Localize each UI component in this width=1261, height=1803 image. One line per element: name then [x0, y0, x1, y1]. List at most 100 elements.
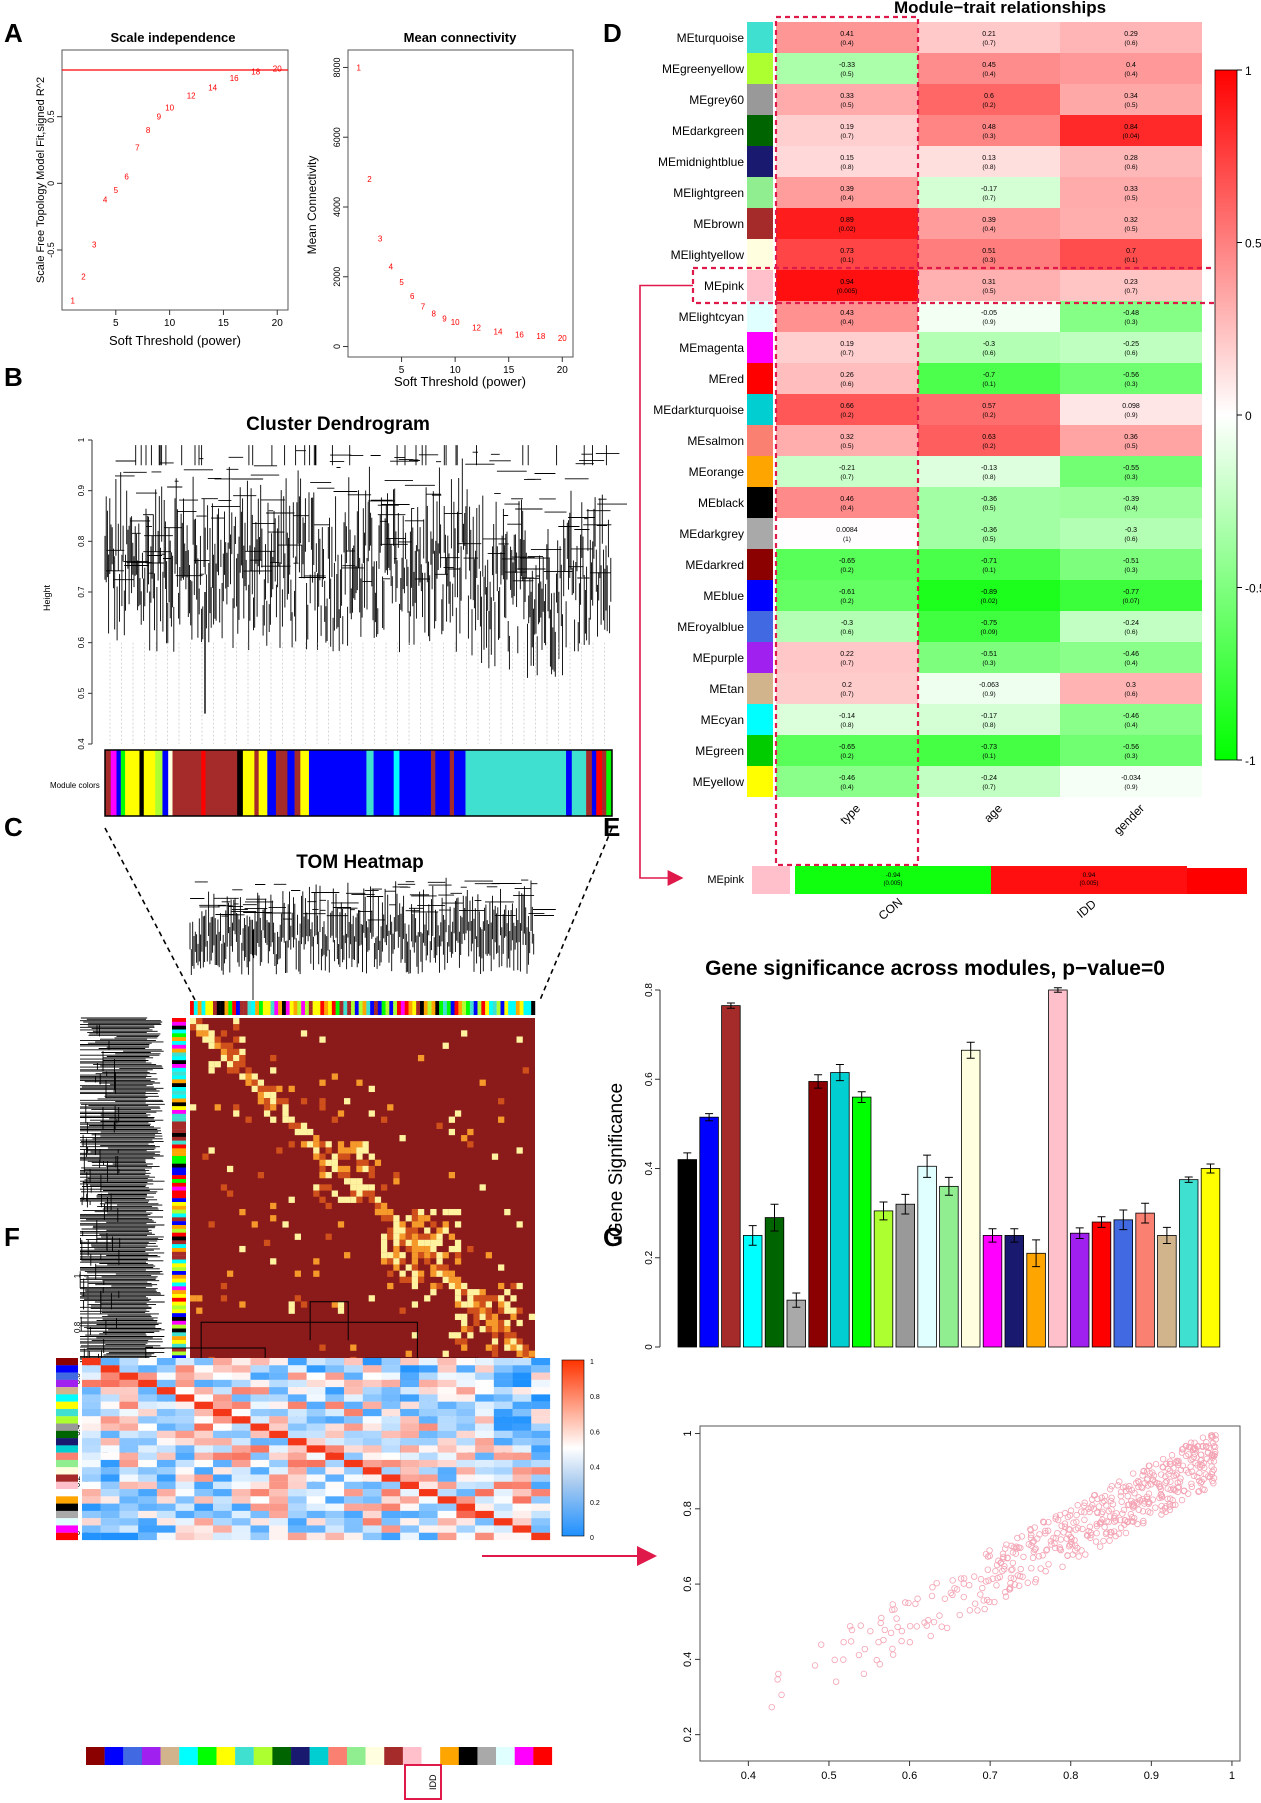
adjacency-cell — [325, 1394, 345, 1402]
adjacency-cell — [194, 1525, 214, 1533]
module-color-segment — [308, 750, 367, 816]
module-bar — [830, 1072, 850, 1348]
adjacency-cell — [325, 1503, 345, 1511]
correlation-value: 0.19 — [840, 341, 854, 348]
correlation-value: 0.28 — [1124, 155, 1138, 162]
gene-point — [1001, 1566, 1008, 1573]
adjacency-cell — [325, 1489, 345, 1497]
tom-cell — [319, 1079, 326, 1086]
adjacency-cell — [306, 1430, 326, 1439]
gene-point — [1147, 1509, 1154, 1516]
tom-cell — [226, 1061, 234, 1068]
tom-top-color — [255, 1001, 260, 1015]
correlation-cell — [918, 177, 1060, 208]
adjacency-cell — [269, 1525, 289, 1533]
adjacency-cell — [138, 1496, 157, 1504]
axes-frame — [699, 1425, 1241, 1762]
correlation-value: -0.063 — [979, 682, 999, 689]
p-value: (0.4) — [1124, 660, 1137, 667]
module-bar — [743, 1235, 763, 1348]
tom-cell — [442, 1221, 449, 1228]
adjacency-cell — [194, 1394, 214, 1402]
tom-left-color — [172, 1087, 186, 1092]
adjacency-cell — [400, 1445, 420, 1453]
gene-point — [1008, 1566, 1015, 1574]
gene-point — [1027, 1526, 1034, 1533]
adjacency-cell — [512, 1525, 532, 1533]
module-color-segment — [465, 750, 567, 816]
tom-left-color — [172, 1133, 186, 1138]
tom-cell — [337, 1153, 345, 1160]
tom-top-color — [454, 1001, 459, 1015]
tom-cell — [245, 1067, 252, 1074]
tom-cell — [411, 1258, 419, 1265]
bottom-color-swatch — [291, 1747, 310, 1765]
tom-cell — [393, 1239, 400, 1247]
tom-cell — [337, 1110, 345, 1117]
tom-cell — [380, 1252, 388, 1259]
p-value: (0.3) — [1124, 319, 1137, 326]
gene-point — [1061, 1520, 1069, 1527]
adjacency-cell — [82, 1372, 101, 1380]
tom-left-color — [172, 1182, 186, 1187]
p-value: (0.8) — [982, 164, 995, 171]
gene-point — [1030, 1538, 1037, 1545]
tom-cell — [491, 1319, 499, 1327]
adjacency-cell — [512, 1394, 532, 1402]
adjacency-cell — [437, 1452, 457, 1461]
module-row-label: MEcyan — [701, 713, 744, 727]
tom-cell — [417, 1208, 425, 1216]
tom-top-color — [531, 1001, 536, 1015]
gene-point — [1187, 1439, 1195, 1446]
tom-cell — [504, 1301, 511, 1308]
adjacency-cell — [82, 1401, 101, 1410]
tom-cell — [380, 1245, 388, 1253]
tom-cell — [202, 1153, 209, 1160]
adjacency-cell — [531, 1372, 551, 1380]
adjacency-cell — [250, 1430, 270, 1439]
tom-cell — [491, 1350, 499, 1357]
gene-point — [1188, 1480, 1195, 1487]
tom-cell — [319, 1104, 326, 1111]
sub-bar-cell — [991, 866, 1187, 894]
correlation-value: 0.29 — [1124, 31, 1138, 38]
adjacency-cell — [531, 1416, 551, 1424]
x-tick-label: 0.6 — [902, 1770, 917, 1782]
correlation-value: -0.36 — [981, 527, 997, 534]
tom-cell — [504, 1338, 511, 1345]
adjacency-cell — [100, 1532, 120, 1541]
correlation-cell — [1060, 611, 1202, 642]
tom-cell — [430, 1221, 437, 1228]
adjacency-cell — [325, 1408, 345, 1417]
adjacency-cell — [362, 1496, 382, 1504]
gene-point — [867, 1627, 874, 1635]
tom-cell — [368, 1085, 375, 1093]
adjacency-cell — [119, 1394, 139, 1402]
gene-point — [1108, 1494, 1115, 1501]
adjacency-cell — [231, 1358, 251, 1366]
tom-cell — [387, 1252, 394, 1259]
adjacency-cell — [512, 1467, 532, 1475]
gene-point — [1122, 1529, 1130, 1537]
adjacency-cell — [194, 1423, 214, 1431]
adjacency-cell — [512, 1459, 532, 1468]
data-point-label: 3 — [378, 234, 383, 243]
adjacency-cell — [269, 1518, 289, 1526]
y-tick-label: 0.8 — [77, 535, 86, 547]
tom-top-color — [466, 1001, 471, 1015]
adjacency-cell — [456, 1532, 476, 1541]
adjacency-cell — [138, 1467, 157, 1475]
tom-cell — [319, 1172, 326, 1179]
adjacency-cell — [287, 1518, 307, 1526]
gene-point — [1107, 1486, 1114, 1493]
adjacency-cell — [287, 1430, 307, 1439]
data-point-label: 20 — [558, 334, 567, 343]
gene-point — [1140, 1519, 1147, 1527]
adjacency-cell — [493, 1532, 513, 1541]
correlation-value: 0.45 — [982, 62, 996, 69]
error-bar — [1097, 1216, 1106, 1228]
tom-cell — [331, 1153, 338, 1160]
tom-cell — [214, 1036, 221, 1043]
correlation-cell — [918, 611, 1060, 642]
adjacency-cell — [138, 1474, 157, 1482]
